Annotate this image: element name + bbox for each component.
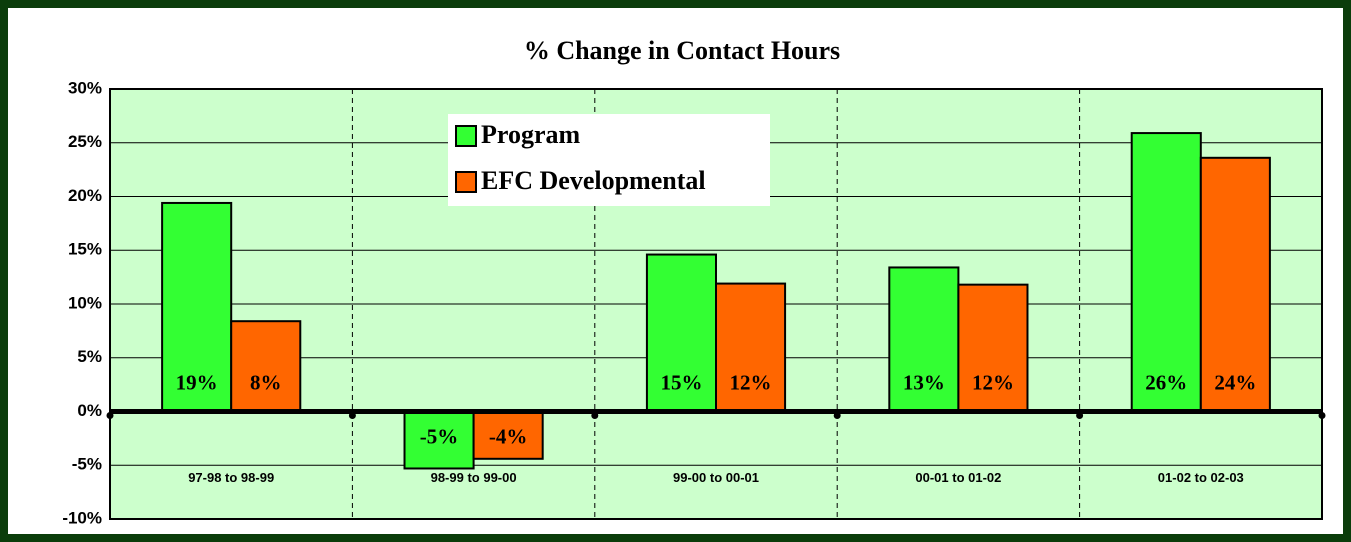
bar [1199, 156, 1271, 413]
bar [230, 320, 302, 413]
data-label: 24% [1214, 370, 1256, 394]
axis-dot [106, 412, 114, 419]
y-tick-label: 20% [68, 186, 102, 205]
data-label: 8% [250, 370, 282, 394]
x-tick-label: 99-00 to 00-01 [673, 470, 759, 485]
x-tick-label: 97-98 to 98-99 [188, 470, 274, 485]
data-label: 12% [972, 370, 1014, 394]
legend-swatch [455, 171, 477, 193]
axis-dot [1076, 412, 1084, 419]
legend-swatch [455, 125, 477, 147]
legend-box [448, 114, 770, 206]
axis-dot [1318, 412, 1326, 419]
legend-label: EFC Developmental [481, 166, 706, 195]
bar [957, 283, 1029, 413]
legend-label: Program [481, 120, 580, 149]
axis-dot [348, 412, 356, 419]
bar [472, 410, 544, 460]
chart-title: % Change in Contact Hours [524, 36, 840, 65]
y-tick-label: 15% [68, 240, 102, 259]
data-label: 19% [176, 370, 218, 394]
axis-dot [833, 412, 841, 419]
data-label: 13% [903, 370, 945, 394]
bar [403, 410, 475, 470]
x-tick-label: 98-99 to 99-00 [431, 470, 517, 485]
axis-dot [591, 412, 599, 419]
x-tick-label: 00-01 to 01-02 [915, 470, 1001, 485]
y-tick-label: -10% [62, 508, 102, 527]
data-label: 12% [730, 370, 772, 394]
y-tick-label: 5% [77, 347, 102, 366]
y-tick-label: 25% [68, 132, 102, 151]
bar [888, 266, 960, 413]
y-tick-label: 10% [68, 293, 102, 312]
y-tick-label: 30% [68, 78, 102, 97]
data-label: 15% [660, 370, 702, 394]
data-label: -4% [489, 424, 528, 448]
bar [645, 253, 718, 413]
bar [161, 201, 233, 413]
y-tick-label: 0% [77, 401, 102, 420]
data-label: 26% [1145, 370, 1187, 394]
x-tick-label: 01-02 to 02-03 [1158, 470, 1244, 485]
y-tick-label: -5% [72, 455, 102, 474]
data-label: -5% [420, 424, 459, 448]
